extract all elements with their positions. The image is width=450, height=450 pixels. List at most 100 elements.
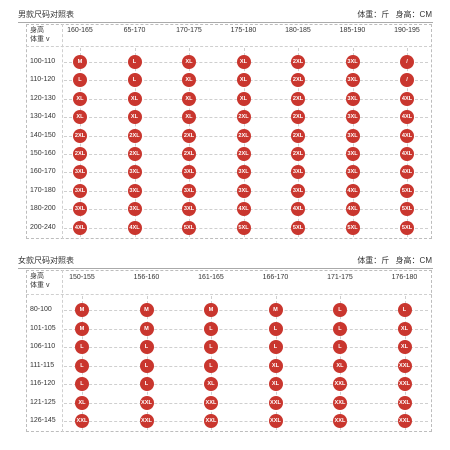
men-size-badge: 4XL: [73, 220, 87, 235]
women-row-label: 106-110: [30, 343, 56, 350]
men-column-header: 180-185: [285, 27, 311, 34]
men-row-label: 150-160: [30, 150, 56, 157]
men-size-badge: 2XL: [182, 147, 196, 161]
men-row-label: 140-150: [30, 131, 56, 139]
men-size-badge: 3XL: [127, 183, 142, 198]
women-size-badge: M: [139, 303, 154, 317]
men-size-section: 男款尺码对照表 体重：斤 身高：CM 身高 体重 v 160-165 65-170…: [18, 9, 433, 239]
men-size-badge: 5XL: [400, 183, 414, 198]
men-size-badge: XL: [182, 110, 196, 125]
men-size-badge: /: [400, 55, 414, 69]
men-size-badge: 4XL: [400, 165, 414, 180]
women-row-label: 101-105: [30, 324, 56, 332]
men-unit-weight: 体重：斤: [357, 10, 390, 19]
women-column-header: 171-175: [327, 274, 353, 281]
women-size-badge: XXL: [204, 414, 218, 428]
men-size-badge: 2XL: [127, 128, 142, 143]
women-row-label: 111-115: [30, 361, 55, 369]
women-row-guide: [64, 384, 428, 385]
men-size-badge: 5XL: [400, 220, 414, 235]
men-header-separator: [26, 46, 432, 47]
men-size-badge: 2XL: [236, 110, 251, 125]
men-size-badge: XL: [236, 73, 251, 88]
women-unit-legend: 体重：斤 身高：CM: [357, 255, 432, 266]
men-size-badge: 3XL: [73, 202, 87, 217]
women-row-guide: [64, 347, 428, 348]
women-row-label: 116-120: [30, 380, 56, 387]
men-size-badge: 3XL: [127, 202, 142, 217]
men-size-badge: 2XL: [291, 55, 305, 69]
men-size-badge: 4XL: [400, 147, 414, 161]
men-size-badge: 5XL: [236, 220, 251, 235]
men-size-badge: 4XL: [345, 202, 360, 217]
men-size-badge: 3XL: [345, 147, 360, 161]
women-size-badge: L: [333, 321, 347, 336]
women-size-badge: L: [397, 303, 412, 317]
men-size-badge: 3XL: [182, 183, 196, 198]
men-unit-legend: 体重：斤 身高：CM: [357, 9, 432, 20]
men-corner-header: 身高 体重 v: [30, 26, 49, 44]
men-column-header: 160-165: [67, 27, 93, 34]
women-size-badge: L: [333, 303, 347, 317]
men-size-badge: 2XL: [73, 128, 87, 143]
women-size-badge: XXL: [333, 395, 347, 410]
men-size-badge: 3XL: [345, 55, 360, 69]
men-size-badge: L: [127, 55, 142, 69]
women-corner-arrow-icon: v: [45, 282, 50, 289]
women-column-header: 166-170: [262, 274, 289, 281]
men-size-badge: 3XL: [73, 183, 87, 198]
men-size-badge: 5XL: [345, 220, 360, 235]
men-size-badge: 2XL: [291, 128, 305, 143]
men-unit-height: 身高：CM: [395, 10, 432, 19]
men-size-badge: 5XL: [182, 220, 196, 235]
women-size-badge: M: [75, 321, 89, 336]
men-size-badge: 3XL: [236, 183, 251, 198]
women-size-badge: L: [333, 340, 347, 354]
men-size-badge: L: [73, 73, 87, 88]
men-size-badge: 3XL: [182, 165, 196, 180]
women-unit-weight: 体重：斤: [357, 256, 390, 265]
women-size-badge: L: [75, 377, 89, 391]
women-size-badge: M: [139, 321, 154, 336]
women-size-badge: L: [75, 358, 89, 373]
women-unit-height: 身高：CM: [395, 256, 432, 265]
men-row-label: 160-170: [30, 168, 56, 176]
women-size-badge: M: [204, 303, 218, 317]
women-row-guide: [64, 310, 428, 311]
women-size-badge: XXL: [397, 358, 412, 373]
women-corner-height-label: 身高: [30, 273, 44, 280]
women-row-label: 126-145: [30, 417, 56, 424]
men-size-badge: 2XL: [182, 128, 196, 143]
men-size-badge: 2XL: [291, 91, 305, 106]
men-row-label: 130-140: [30, 113, 56, 121]
women-size-badge: L: [75, 340, 89, 354]
men-size-badge: 2XL: [127, 147, 142, 161]
women-size-badge: XXL: [75, 414, 89, 428]
women-size-badge: XL: [397, 340, 412, 354]
men-row-label: 180-200: [30, 205, 56, 213]
men-size-badge: 3XL: [345, 165, 360, 180]
women-size-badge: XL: [268, 358, 283, 373]
men-size-badge: 2XL: [236, 147, 251, 161]
men-size-badge: 4XL: [291, 202, 305, 217]
men-column-header: 190-195: [394, 27, 420, 34]
men-table-title: 男款尺码对照表: [18, 10, 74, 19]
men-label-column-separator: [62, 24, 63, 239]
women-size-badge: L: [139, 358, 154, 373]
men-size-badge: 5XL: [291, 220, 305, 235]
women-header-separator: [26, 294, 432, 295]
men-size-badge: XL: [127, 110, 142, 125]
women-size-badge: XXL: [268, 395, 283, 410]
women-size-badge: XL: [333, 358, 347, 373]
men-size-badge: 3XL: [345, 110, 360, 125]
women-size-badge: XXL: [397, 414, 412, 428]
men-title-rule: [18, 22, 433, 23]
men-size-badge: 3XL: [127, 165, 142, 180]
men-size-badge: 2XL: [291, 110, 305, 125]
women-size-badge: M: [75, 303, 89, 317]
men-row-label: 170-180: [30, 186, 56, 194]
men-column-header: 175-180: [230, 27, 257, 34]
men-corner-height-label: 身高: [30, 27, 44, 34]
women-column-header: 150-155: [69, 274, 95, 281]
